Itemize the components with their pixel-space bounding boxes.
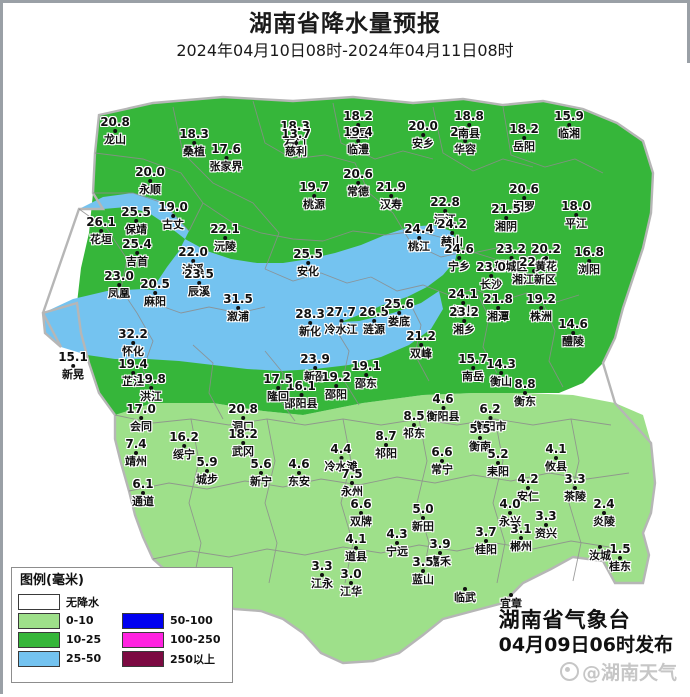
legend-item-25-50: 25-50 — [18, 650, 122, 667]
legend-row: 无降水 — [18, 592, 226, 611]
legend-row: 0-10 50-100 — [18, 611, 226, 630]
watermark: @湖南天气 — [559, 658, 677, 685]
legend-swatch — [122, 631, 164, 648]
legend-swatch — [122, 612, 164, 629]
legend-label: 25-50 — [66, 652, 102, 665]
legend-swatch — [18, 631, 60, 648]
legend-item-0-10: 0-10 — [18, 612, 122, 629]
legend-row: 25-50 250以上 — [18, 649, 226, 668]
legend-item-50-100: 50-100 — [122, 612, 226, 629]
watermark-text: @湖南天气 — [581, 662, 677, 684]
legend-item-250-plus: 250以上 — [122, 650, 226, 667]
legend-item-10-25: 10-25 — [18, 631, 122, 648]
authority-name: 湖南省气象台 — [498, 608, 631, 632]
legend-swatch — [18, 593, 60, 610]
page-subtitle: 2024年04月10日08时-2024年04月11日08时 — [176, 41, 514, 60]
legend-label: 0-10 — [66, 614, 94, 627]
legend: 图例(毫米) 无降水 0-10 50-100 10-25 — [11, 567, 233, 683]
weibo-icon — [559, 662, 579, 681]
zone-25-50mm-west-lobe — [43, 289, 443, 371]
legend-row: 10-25 100-250 — [18, 630, 226, 649]
legend-swatch — [122, 650, 164, 667]
legend-label: 100-250 — [170, 633, 221, 646]
issuing-authority: 湖南省气象台 04月09日06时发布 — [499, 607, 673, 657]
legend-swatch — [18, 650, 60, 667]
legend-label: 50-100 — [170, 614, 213, 627]
legend-item-no-precip: 无降水 — [18, 593, 122, 610]
legend-swatch — [18, 612, 60, 629]
page-title: 湖南省降水量预报 — [249, 11, 441, 37]
zone-0-10mm — [115, 393, 655, 663]
province-outline — [41, 95, 657, 665]
county-boundaries — [78, 100, 630, 586]
header: 湖南省降水量预报 2024年04月10日08时-2024年04月11日08时 — [3, 9, 687, 63]
legend-item-100-250: 100-250 — [122, 631, 226, 648]
legend-label: 250以上 — [170, 652, 215, 666]
legend-title: 图例(毫米) — [20, 573, 84, 588]
issue-time: 04月09日06时发布 — [498, 634, 673, 656]
legend-label: 10-25 — [66, 633, 102, 646]
legend-label: 无降水 — [66, 595, 99, 609]
